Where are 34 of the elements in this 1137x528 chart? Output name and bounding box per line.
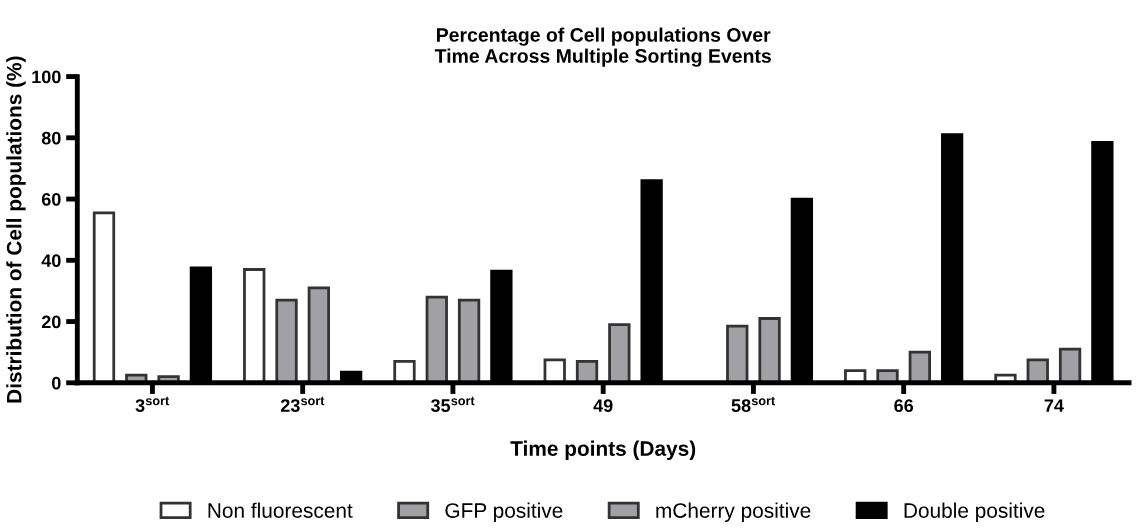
bar [307,286,330,383]
y-tick-label: 60 [41,192,61,206]
bar [457,298,481,383]
legend-label: GFP positive [445,502,563,523]
chart-title: Percentage of Cell populations Over Time Across Multiple Sorting Events [434,27,771,67]
x-tick-label: 35$^{sort}$ [430,396,475,412]
bar [726,324,749,383]
x-tick-label: 58$^{sort}$ [731,396,776,412]
x-axis-title: Time points (Days) [510,440,696,461]
y-tick-label: 20 [41,315,61,329]
bar [908,350,931,383]
bar [1026,358,1049,383]
bar [425,295,448,383]
bar [92,211,116,383]
legend-label: mCherry positive [656,502,811,523]
y-axis-title: Distribution of Cell populations (%) [6,56,26,403]
bar [543,358,566,383]
x-tick-label: 3$^{sort}$ [135,396,170,412]
x-tick-label: 74 [1044,399,1064,412]
bar [758,317,781,383]
y-tick-label: 40 [41,254,61,268]
x-tick-label: 66 [894,399,914,413]
y-tick-label: 80 [41,131,61,145]
bar [608,323,631,383]
bar [393,359,416,383]
y-tick-label: 100 [32,70,61,84]
legend-label: Double positive [904,502,1045,523]
bar [275,298,298,383]
y-tick-label: 0 [52,376,61,390]
bar [1058,347,1082,383]
legend-label: Non fluorescent [208,502,353,518]
bar [243,268,266,383]
x-tick-label: 49 [593,399,613,413]
x-tick-label: 23$^{sort}$ [280,396,325,412]
